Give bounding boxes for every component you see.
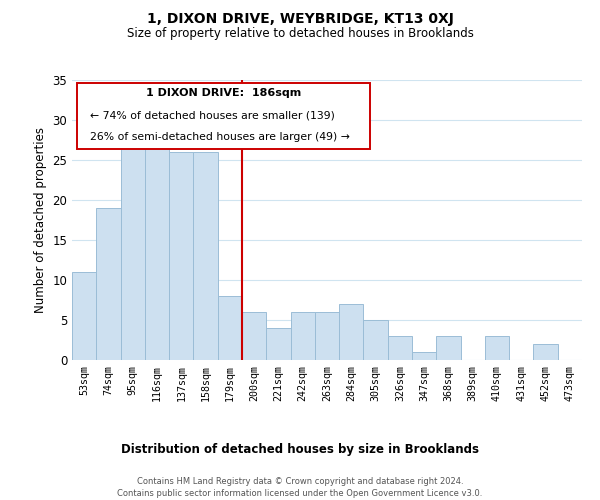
Text: Distribution of detached houses by size in Brooklands: Distribution of detached houses by size … <box>121 442 479 456</box>
Bar <box>218 296 242 360</box>
Bar <box>339 304 364 360</box>
Text: Size of property relative to detached houses in Brooklands: Size of property relative to detached ho… <box>127 28 473 40</box>
Bar <box>242 312 266 360</box>
Bar <box>145 136 169 360</box>
Bar <box>485 336 509 360</box>
Bar <box>290 312 315 360</box>
Bar <box>533 344 558 360</box>
FancyBboxPatch shape <box>77 83 370 148</box>
Y-axis label: Number of detached properties: Number of detached properties <box>34 127 47 313</box>
Text: Contains HM Land Registry data © Crown copyright and database right 2024.: Contains HM Land Registry data © Crown c… <box>137 478 463 486</box>
Bar <box>412 352 436 360</box>
Text: ← 74% of detached houses are smaller (139): ← 74% of detached houses are smaller (13… <box>90 111 335 121</box>
Bar <box>266 328 290 360</box>
Bar <box>193 152 218 360</box>
Bar <box>121 136 145 360</box>
Bar <box>72 272 96 360</box>
Text: Contains public sector information licensed under the Open Government Licence v3: Contains public sector information licen… <box>118 489 482 498</box>
Bar <box>364 320 388 360</box>
Bar <box>436 336 461 360</box>
Bar <box>315 312 339 360</box>
Bar <box>169 152 193 360</box>
Bar <box>388 336 412 360</box>
Text: 1 DIXON DRIVE:  186sqm: 1 DIXON DRIVE: 186sqm <box>146 88 301 99</box>
Text: 26% of semi-detached houses are larger (49) →: 26% of semi-detached houses are larger (… <box>90 132 350 142</box>
Text: 1, DIXON DRIVE, WEYBRIDGE, KT13 0XJ: 1, DIXON DRIVE, WEYBRIDGE, KT13 0XJ <box>146 12 454 26</box>
Bar <box>96 208 121 360</box>
